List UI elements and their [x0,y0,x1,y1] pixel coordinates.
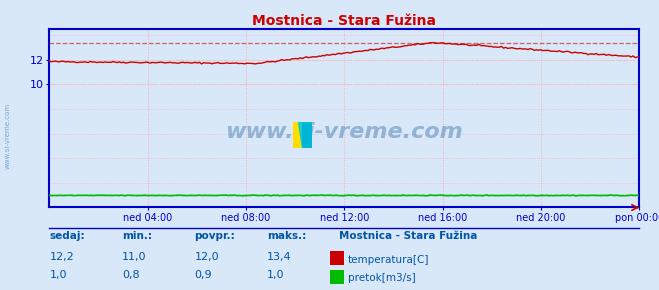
Text: 0,9: 0,9 [194,270,212,280]
Text: 11,0: 11,0 [122,251,146,262]
Title: Mostnica - Stara Fužina: Mostnica - Stara Fužina [252,14,436,28]
Text: 12,2: 12,2 [49,251,74,262]
Text: 1,0: 1,0 [49,270,67,280]
Text: 13,4: 13,4 [267,251,291,262]
Text: 12,0: 12,0 [194,251,219,262]
Text: www.si-vreme.com: www.si-vreme.com [4,103,11,169]
Bar [293,122,302,148]
Text: sedaj:: sedaj: [49,231,85,241]
Text: 1,0: 1,0 [267,270,285,280]
Text: 0,8: 0,8 [122,270,140,280]
Polygon shape [298,122,312,148]
Bar [302,122,312,148]
Text: temperatura[C]: temperatura[C] [348,255,430,264]
Text: min.:: min.: [122,231,152,241]
Text: pretok[m3/s]: pretok[m3/s] [348,273,416,283]
Text: www.si-vreme.com: www.si-vreme.com [225,122,463,142]
Text: maks.:: maks.: [267,231,306,241]
Text: povpr.:: povpr.: [194,231,235,241]
Text: Mostnica - Stara Fužina: Mostnica - Stara Fužina [339,231,478,241]
